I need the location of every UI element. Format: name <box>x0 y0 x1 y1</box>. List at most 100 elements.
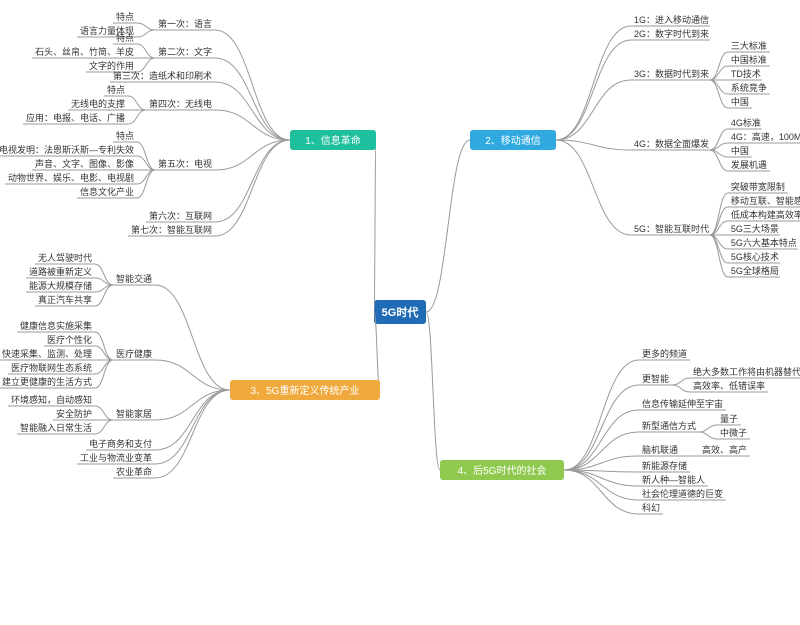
link <box>710 66 728 80</box>
link <box>564 385 639 470</box>
link <box>374 140 376 312</box>
lvl2-label: 新能源存储 <box>642 460 687 471</box>
link <box>155 285 230 390</box>
lvl3-label: 三大标准 <box>731 40 767 51</box>
lvl2-label: 第七次：智能互联网 <box>131 224 212 235</box>
lvl3-label: 绝大多数工作将由机器替代 <box>693 366 800 377</box>
link <box>564 470 639 514</box>
link <box>155 360 230 390</box>
lvl3-label: 低成本构建高效率社会运作体系 <box>731 209 800 220</box>
lvl3-label: 特点 <box>116 32 134 43</box>
link <box>215 140 290 222</box>
lvl2-label: 更智能 <box>642 373 669 384</box>
link <box>137 58 155 72</box>
lvl3-label: 5G三大场景 <box>731 223 779 234</box>
lvl2-label: 第一次：语言 <box>158 18 212 29</box>
lvl3-label: 突破带宽限制 <box>731 181 785 192</box>
lvl3-label: 能源大规模存储 <box>29 280 92 291</box>
link <box>155 390 230 464</box>
link <box>137 23 155 30</box>
lvl3-label: 健康信息实施采集 <box>20 320 92 331</box>
lvl3-label: 快速采集、监测、处理 <box>2 348 92 359</box>
link <box>426 312 440 470</box>
lvl3-label: 智能融入日常生活 <box>20 422 92 433</box>
lvl3-label: 石头、丝帛、竹简、羊皮 <box>35 46 134 57</box>
lvl2-label: 智能交通 <box>116 273 152 284</box>
lvl3-label: 特点 <box>116 11 134 22</box>
link <box>564 410 639 470</box>
lvl3-label: 声音、文字、图像、影像 <box>35 158 134 169</box>
link <box>215 110 290 140</box>
lvl3-label: 中国 <box>731 145 749 156</box>
lvl3-label: 环境感知，自动感知 <box>11 394 92 405</box>
link <box>128 110 146 124</box>
link <box>556 140 631 150</box>
link <box>137 44 155 58</box>
lvl3-label: 5G全球格局 <box>731 265 779 276</box>
lvl2-label: 第五次：电视 <box>158 158 212 169</box>
lvl2-label: 3G：数据时代到来 <box>634 68 709 79</box>
lvl2-label: 2G：数字时代到来 <box>634 28 709 39</box>
lvl3-label: 无人驾驶时代 <box>38 252 92 263</box>
lvl2-label: 新型通信方式 <box>642 420 696 431</box>
link <box>672 385 690 392</box>
lvl3-label: 特点 <box>116 130 134 141</box>
lvl2-label: 社会伦理道德的巨变 <box>642 488 723 499</box>
link <box>155 390 230 450</box>
lvl3-label: 电视发明：法恩斯沃斯—专利失效 <box>0 144 134 155</box>
lvl3-label: 建立更健康的生活方式 <box>2 376 92 387</box>
branch-label: 4、后5G时代的社会 <box>458 464 547 477</box>
link <box>556 40 631 140</box>
lvl2-label: 工业与物流业变革 <box>80 452 152 463</box>
lvl3-label: 5G六大基本特点 <box>731 237 797 248</box>
lvl3-label: 4G标准 <box>731 117 761 128</box>
link <box>95 406 113 420</box>
lvl3-label: 系统竞争 <box>731 82 767 93</box>
lvl2-label: 5G：智能互联时代 <box>634 223 709 234</box>
lvl3-label: 4G：高速，100M下载 <box>731 131 800 142</box>
lvl2-label: 第六次：互联网 <box>149 210 212 221</box>
lvl3-label: 中微子 <box>720 427 747 438</box>
link <box>137 156 155 170</box>
link <box>564 360 639 470</box>
lvl3-label: 信息文化产业 <box>80 186 134 197</box>
lvl3-label: 特点 <box>107 84 125 95</box>
lvl2-label: 第三次：造纸术和印刷术 <box>113 70 212 81</box>
lvl3-label: 无线电的支撑 <box>71 98 125 109</box>
lvl3-label: 医疗物联网生态系统 <box>11 362 92 373</box>
lvl2-label: 智能家居 <box>116 408 152 419</box>
lvl2-label: 第二次：文字 <box>158 46 212 57</box>
lvl3-label: 中国标准 <box>731 54 767 65</box>
link <box>95 360 113 374</box>
lvl2-label: 更多的频道 <box>642 348 687 359</box>
link <box>710 80 728 94</box>
lvl3-label: 5G核心技术 <box>731 251 779 262</box>
lvl3-label: 安全防护 <box>56 408 92 419</box>
link <box>128 96 146 110</box>
lvl2-label: 脑机联通 <box>642 444 678 455</box>
mindmap-canvas: 5G时代1、信息革命第一次：语言特点语言力量体现第二次：文字特点石头、丝帛、竹简… <box>0 0 800 625</box>
lvl3-label: 真正汽车共享 <box>38 294 92 305</box>
lvl2-label: 医疗健康 <box>116 348 152 359</box>
branch-label: 1、信息革命 <box>305 134 361 147</box>
link <box>137 170 155 184</box>
lvl3-label: 高效率、低错误率 <box>693 380 765 391</box>
link <box>155 390 230 420</box>
lvl3-label: 高效、高产 <box>702 444 747 455</box>
lvl3-label: 移动互联、智能感应、大数据、智能学习 <box>731 195 800 206</box>
link <box>672 378 690 385</box>
link <box>699 425 717 432</box>
lvl2-label: 1G：进入移动通信 <box>634 14 709 25</box>
lvl3-label: 中国 <box>731 96 749 107</box>
link <box>426 140 470 312</box>
lvl3-label: TD技术 <box>731 68 761 79</box>
lvl2-label: 4G：数据全面爆发 <box>634 138 709 149</box>
lvl2-label: 科幻 <box>642 502 660 513</box>
link <box>215 58 290 140</box>
lvl2-label: 第四次：无线电 <box>149 98 212 109</box>
lvl3-label: 量子 <box>720 414 738 424</box>
lvl3-label: 发展机遇 <box>731 159 767 170</box>
link <box>137 30 155 37</box>
center-label: 5G时代 <box>382 305 419 319</box>
branch-label: 3、5G重新定义传统产业 <box>251 384 360 397</box>
